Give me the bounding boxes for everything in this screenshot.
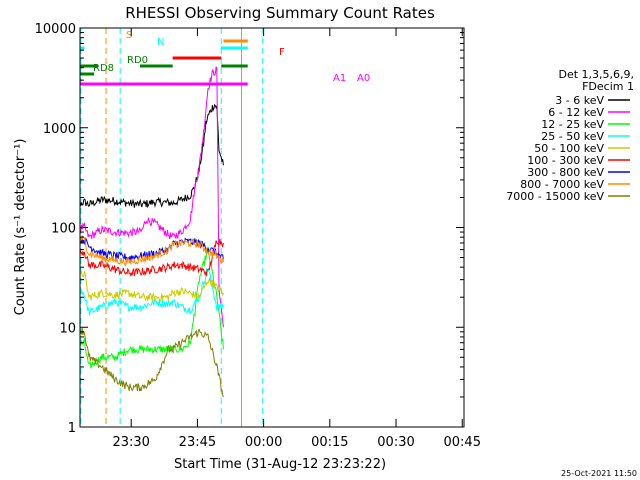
plot-area [79,28,264,427]
chart-title: RHESSI Observing Summary Count Rates [125,4,435,22]
x-tick-label-2: 00:00 [245,435,282,450]
axes: 1 10 100 1000 10000 23:30 23:45 00:00 00:15 00:30… [35,22,481,450]
series-line-6 [79,235,224,262]
series-line-8 [79,328,224,398]
flags-area: S N F RD0 RD8 A0 A1 [80,30,370,86]
legend-label-8: 7000 - 15000 keV [506,190,604,203]
legend-label-1: 6 - 12 keV [548,106,604,119]
legend-header-1: FDecim 1 [582,80,634,93]
legend-label-2: 12 - 25 keV [541,118,604,131]
series-line-4 [79,270,224,302]
series-line-1 [79,66,224,328]
flag-label-f: F [279,47,285,58]
x-tick-label-3: 00:15 [311,435,348,450]
series-line-2 [79,246,224,369]
flag-label-a0: A0 [357,73,370,84]
flag-label-rd0: RD0 [127,55,148,66]
flag-label-n: N [157,37,164,48]
x-tick-label-1: 23:45 [179,435,216,450]
flag-label-s: S [126,30,132,41]
flag-label-rd8: RD8 [93,63,114,74]
y-tick-label-0: 1 [68,421,76,436]
series-line-5 [79,238,224,277]
y-tick-label-2: 100 [51,222,76,237]
legend-label-7: 800 - 7000 keV [520,178,604,191]
legend-label-5: 100 - 300 keV [527,154,604,167]
y-tick-label-1: 10 [59,321,76,336]
y-axis-label: Count Rate (s⁻¹ detector⁻¹) [13,139,28,316]
legend-label-4: 50 - 100 keV [534,142,604,155]
legend-label-3: 25 - 50 keV [541,130,604,143]
flag-label-a1: A1 [333,73,346,84]
x-tick-label-5: 00:45 [444,435,481,450]
legend-label-6: 300 - 800 keV [527,166,604,179]
timestamp: 25-Oct-2021 11:50 [561,469,637,478]
series-line-0 [79,103,224,209]
x-axis-label: Start Time (31-Aug-12 23:23:22) [174,457,386,472]
x-tick-label-4: 00:30 [377,435,414,450]
y-tick-label-3: 1000 [43,122,76,137]
series-line-7 [79,234,224,267]
legend-label-0: 3 - 6 keV [555,94,604,107]
y-tick-label-4: 10000 [35,22,76,37]
legend-header-0: Det 1,3,5,6,9, [558,68,634,81]
x-tick-label-0: 23:30 [112,435,149,450]
